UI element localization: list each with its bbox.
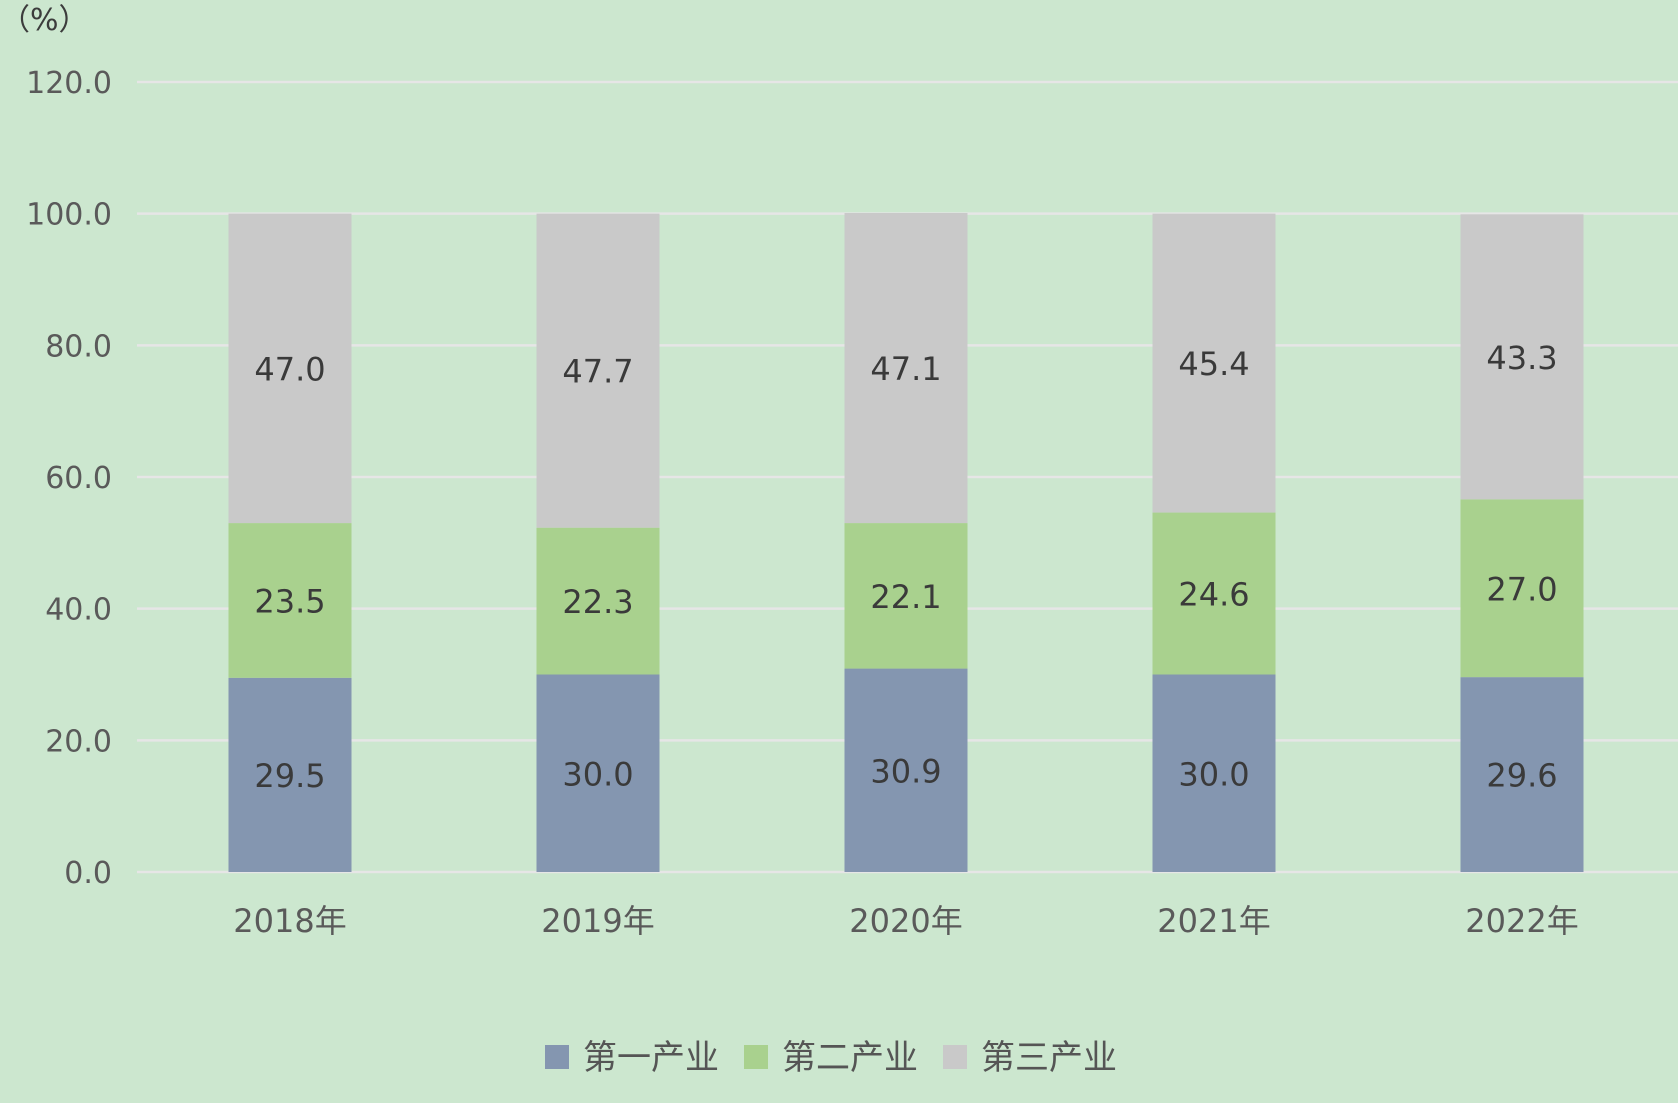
data-label: 43.3 (1486, 339, 1557, 377)
y-tick-label: 100.0 (26, 198, 112, 233)
legend-label: 第一产业 (583, 1038, 719, 1078)
data-label: 29.6 (1486, 757, 1557, 795)
x-category-label: 2019年 (541, 902, 654, 940)
bar-segment (228, 677, 352, 872)
bar-segment (536, 527, 660, 675)
legend: 第一产业 第二产业 第三产业 (545, 1038, 1117, 1078)
bar-segment (536, 213, 660, 528)
x-category-label: 2022年 (1465, 902, 1578, 940)
legend-swatch (744, 1045, 768, 1069)
legend-swatch (545, 1045, 569, 1069)
data-labels: 29.5 23.5 47.0 30.0 22.3 47.7 30.9 22.1 47.1 30.0… (254, 339, 1557, 795)
legend-label: 第三产业 (981, 1038, 1117, 1078)
y-axis-ticks: 0.0 20.0 40.0 60.0 80.0 100.0 120.0 (26, 66, 112, 891)
data-label: 45.4 (1178, 345, 1249, 383)
bar-segment (844, 668, 968, 872)
data-label: 22.1 (870, 578, 941, 616)
data-label: 47.7 (562, 353, 633, 391)
bar-segment (1152, 512, 1276, 675)
bar-segment (1152, 674, 1276, 872)
y-tick-label: 120.0 (26, 66, 112, 101)
x-category-label: 2021年 (1157, 902, 1270, 940)
data-label: 30.0 (1178, 755, 1249, 793)
bar-segment (844, 213, 968, 524)
y-unit-label: （%） (0, 3, 89, 38)
y-tick-label: 20.0 (45, 724, 112, 759)
bar-segment (1152, 213, 1276, 513)
bar-segment (228, 523, 352, 678)
y-tick-label: 40.0 (45, 593, 112, 628)
data-label: 22.3 (562, 583, 633, 621)
x-category-label: 2020年 (849, 902, 962, 940)
data-label: 47.1 (870, 350, 941, 388)
x-axis-categories: 2018年 2019年 2020年 2021年 2022年 (233, 902, 1578, 940)
data-label: 23.5 (254, 582, 325, 620)
bar-segment (1460, 214, 1584, 500)
bar-segment (844, 523, 968, 669)
data-label: 30.9 (870, 752, 941, 790)
legend-swatch (943, 1045, 967, 1069)
y-tick-label: 60.0 (45, 461, 112, 496)
bar-segment (1460, 499, 1584, 678)
y-tick-label: 0.0 (64, 856, 112, 891)
y-tick-label: 80.0 (45, 329, 112, 364)
bar-segment (536, 674, 660, 872)
bar-segment (1460, 677, 1584, 872)
data-label: 47.0 (254, 350, 325, 388)
data-label: 24.6 (1178, 576, 1249, 614)
x-category-label: 2018年 (233, 902, 346, 940)
bars (228, 213, 1584, 872)
data-label: 29.5 (254, 757, 325, 795)
data-label: 27.0 (1486, 570, 1557, 608)
legend-label: 第二产业 (782, 1038, 918, 1078)
data-label: 30.0 (562, 755, 633, 793)
bar-segment (228, 213, 352, 524)
